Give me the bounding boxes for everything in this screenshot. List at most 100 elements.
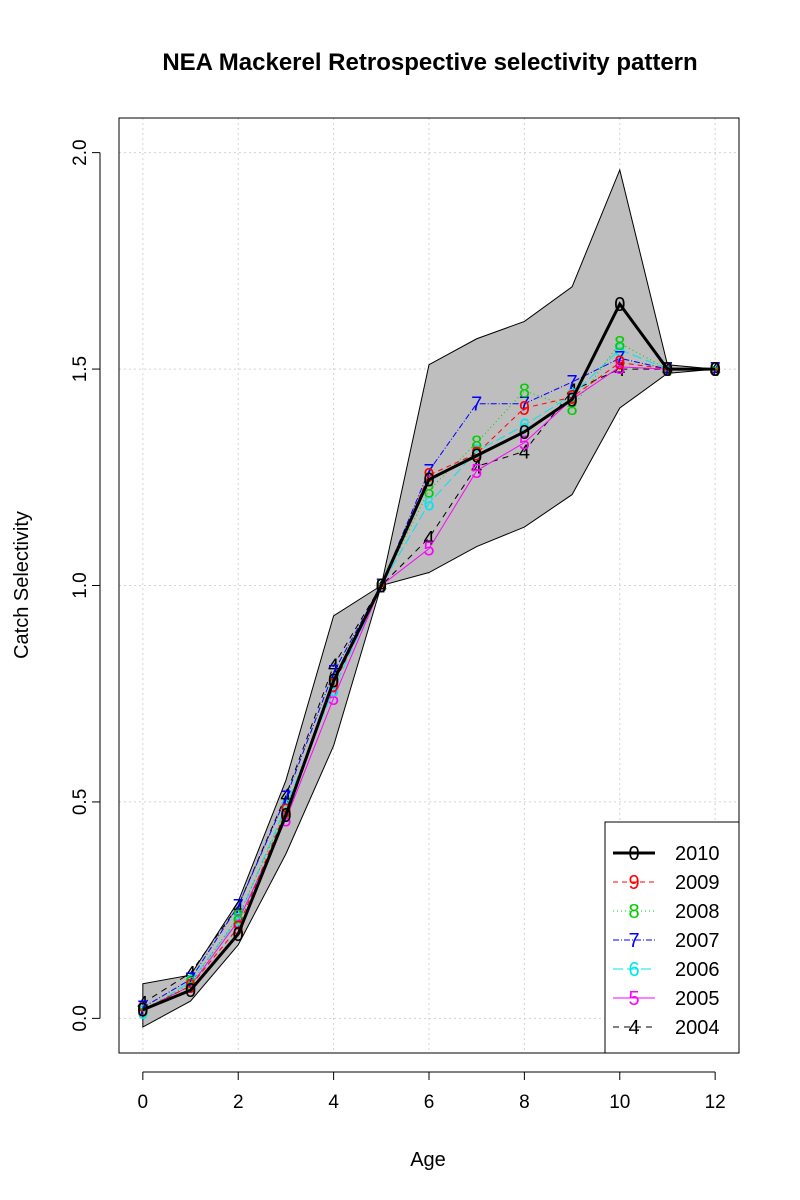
data-point: 9 [519, 398, 530, 420]
data-point: 0 [662, 359, 673, 381]
data-point: 0 [614, 294, 625, 316]
series-line [142, 366, 716, 1011]
data-point: 4 [233, 896, 244, 918]
data-point: 8 [233, 907, 244, 929]
data-point: 6 [328, 679, 339, 701]
data-point: 7 [519, 394, 530, 416]
legend-symbol: 7 [628, 930, 639, 952]
legend-item: 8 2008 [613, 901, 720, 923]
data-point: 7 [233, 896, 244, 918]
x-tick-label: 8 [519, 1092, 530, 1113]
data-point: 8 [185, 974, 196, 996]
legend-symbol: 0 [628, 843, 639, 865]
data-point: 6 [233, 909, 244, 931]
x-tick-label: 2 [233, 1092, 244, 1113]
data-point: 4 [567, 381, 578, 403]
data-point: 5 [233, 911, 244, 933]
legend-label: 2008 [675, 901, 720, 923]
plot-frame [118, 117, 740, 1054]
data-point: 0 [233, 924, 244, 946]
data-point: 9 [137, 1000, 148, 1022]
legend-item: 0 2010 [613, 843, 720, 865]
y-tick-label: 1.0 [70, 572, 91, 598]
x-axis-label: Age [410, 1149, 446, 1171]
x-tick-label: 0 [138, 1092, 149, 1113]
data-point: 5 [471, 461, 482, 483]
data-point: 4 [185, 963, 196, 985]
data-point: 0 [185, 980, 196, 1002]
data-point: 5 [137, 1000, 148, 1022]
data-point: 4 [280, 785, 291, 807]
legend-item: 6 2006 [613, 959, 720, 981]
data-point: 7 [471, 394, 482, 416]
legend-box [604, 821, 740, 1054]
legend-symbol: 6 [628, 959, 639, 981]
data-point: 7 [280, 788, 291, 810]
series-line [142, 342, 716, 1011]
data-point: 6 [519, 415, 530, 437]
x-tick-label: 4 [328, 1092, 339, 1113]
data-point: 5 [280, 809, 291, 831]
data-point: 6 [280, 796, 291, 818]
series-line [142, 357, 716, 1008]
data-point: 9 [233, 917, 244, 939]
legend-label: 2005 [675, 988, 720, 1010]
data-point: 0 [567, 389, 578, 411]
legend-label: 2007 [675, 930, 720, 952]
data-point: 4 [471, 456, 482, 478]
data-point: 6 [423, 493, 434, 515]
series-line [142, 301, 716, 1012]
data-point: 0 [280, 805, 291, 827]
data-point: 7 [185, 969, 196, 991]
legend-item: 7 2007 [613, 930, 720, 952]
data-point: 9 [614, 353, 625, 375]
data-point: 7 [328, 662, 339, 684]
y-axis-label: Catch Selectivity [11, 511, 33, 659]
data-point: 5 [423, 539, 434, 561]
x-tick-label: 12 [705, 1092, 726, 1113]
legend-symbol: 9 [628, 872, 639, 894]
legend: 0 2010 9 2009 8 2008 7 2007 6 2006 5 2005 4 2004 [604, 821, 740, 1054]
data-point: 4 [614, 359, 625, 381]
data-point: 9 [328, 675, 339, 697]
legend-label: 2006 [675, 959, 720, 981]
y-tick-label: 0.5 [70, 789, 91, 815]
data-point: 5 [328, 688, 339, 710]
data-point: 8 [471, 433, 482, 455]
data-point: 8 [567, 398, 578, 420]
data-point: 4 [519, 441, 530, 463]
data-point: 0 [519, 422, 530, 444]
data-point: 4 [137, 993, 148, 1015]
legend-label: 2009 [675, 872, 720, 894]
data-point: 5 [185, 976, 196, 998]
data-point: 6 [614, 340, 625, 362]
series-2010: 0 0 0 0 0 0 0 0 0 0 0 0 0 [137, 294, 720, 1022]
data-point: 0 [471, 446, 482, 468]
x-tick-label: 6 [424, 1092, 435, 1113]
legend-item: 5 2005 [613, 988, 720, 1010]
data-point: 6 [137, 1002, 148, 1024]
data-point: 5 [519, 433, 530, 455]
data-point: 8 [423, 480, 434, 502]
axes: 0 2 4 6 8 10 120.00.51.01.52.0 [70, 117, 740, 1113]
data-point: 4 [328, 656, 339, 678]
data-point: 6 [471, 441, 482, 463]
data-point: 7 [567, 372, 578, 394]
legend-label: 2004 [675, 1017, 720, 1039]
legend-symbol: 5 [628, 988, 639, 1010]
x-tick-label: 10 [609, 1092, 630, 1113]
legend-item: 9 2009 [613, 872, 720, 894]
data-point: 0 [137, 1000, 148, 1022]
series-line [142, 349, 716, 1013]
legend-symbol: 8 [628, 901, 639, 923]
data-point: 9 [423, 465, 434, 487]
data-point: 7 [423, 461, 434, 483]
data-point: 0 [710, 359, 721, 381]
legend-item: 4 2004 [613, 1017, 720, 1039]
data-point: 4 [423, 528, 434, 550]
data-point: 8 [614, 333, 625, 355]
y-tick-label: 2.0 [70, 139, 91, 165]
series-line [142, 362, 716, 1011]
legend-symbol: 4 [628, 1017, 639, 1039]
